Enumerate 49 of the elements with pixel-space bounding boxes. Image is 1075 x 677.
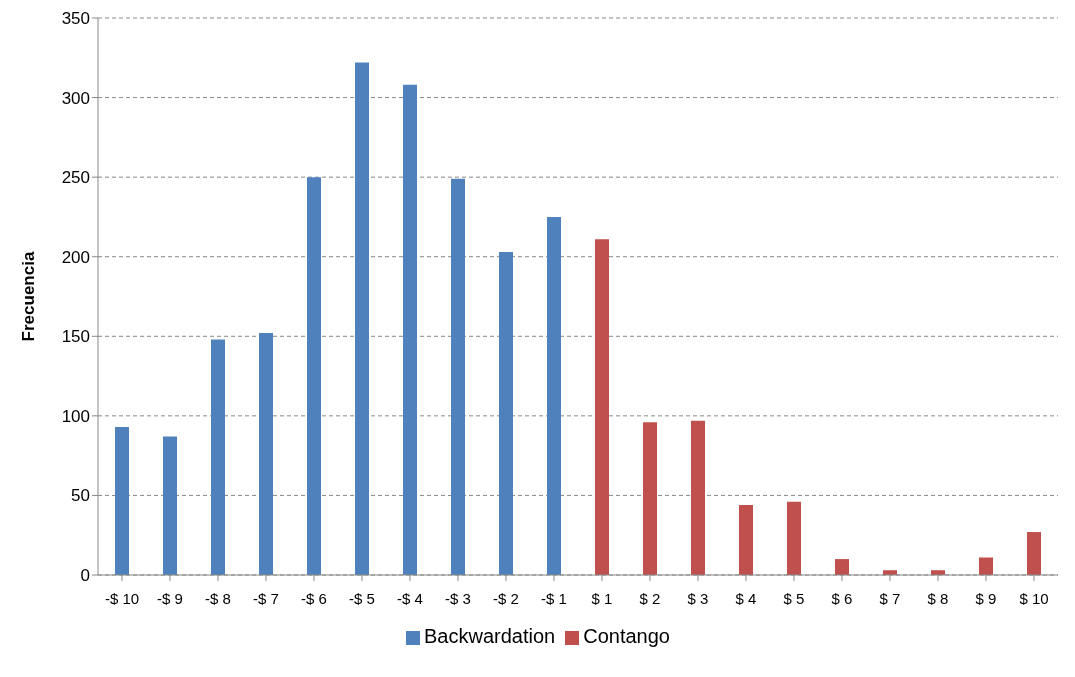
x-tick-label: $ 9 [975, 589, 997, 607]
bar [739, 504, 753, 575]
bar [691, 420, 705, 575]
bar [451, 178, 465, 575]
x-tick-label: -$ 9 [157, 589, 183, 607]
legend-label: Backwardation [424, 625, 556, 647]
bar [355, 62, 369, 575]
bar [211, 339, 225, 575]
y-tick-label: 300 [61, 88, 90, 108]
bar [547, 216, 561, 575]
bar [499, 251, 513, 575]
bar [595, 239, 609, 575]
bar [307, 177, 321, 575]
bar [643, 422, 657, 575]
x-tick-label: $ 2 [639, 589, 661, 607]
x-tick-label: -$ 5 [349, 589, 375, 607]
bar [163, 436, 177, 575]
legend-label: Contango [583, 625, 670, 647]
y-tick-label: 350 [61, 9, 90, 29]
bar [835, 559, 849, 575]
y-tick-label: 0 [80, 566, 90, 586]
x-tick-label: -$ 6 [301, 589, 327, 607]
y-tick-label: 200 [61, 247, 90, 267]
x-tick-label: $ 5 [783, 589, 805, 607]
y-tick-label: 150 [61, 327, 90, 347]
x-tick-label: $ 4 [735, 589, 757, 607]
bar [979, 557, 993, 575]
y-tick-label: 100 [61, 406, 90, 426]
y-axis-title: Frecuencia [19, 251, 39, 342]
x-tick-label: -$ 4 [397, 589, 423, 607]
x-tick-label: -$ 7 [253, 589, 279, 607]
x-tick-label: $ 8 [927, 589, 949, 607]
bar [403, 84, 417, 575]
x-tick-label: -$ 3 [445, 589, 471, 607]
x-tick-label: $ 3 [687, 589, 709, 607]
bar [1027, 532, 1041, 575]
x-tick-label: $ 6 [831, 589, 853, 607]
bar [259, 333, 273, 575]
bar [115, 427, 129, 575]
x-tick-label: -$ 8 [205, 589, 231, 607]
x-tick-label: $ 1 [591, 589, 613, 607]
y-tick-label: 250 [61, 168, 90, 188]
x-tick-label: $ 10 [1019, 589, 1049, 607]
x-tick-label: -$ 2 [493, 589, 519, 607]
x-tick-label: -$ 1 [541, 589, 567, 607]
x-tick-label: -$ 10 [104, 589, 140, 607]
y-tick-label: 50 [71, 486, 90, 506]
x-tick-label: $ 7 [879, 589, 901, 607]
bar [787, 501, 801, 575]
